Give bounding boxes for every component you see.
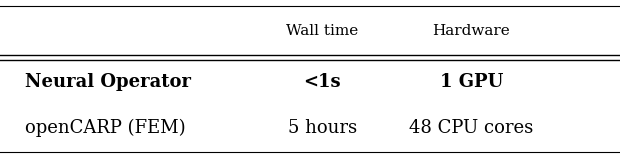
Text: openCARP (FEM): openCARP (FEM) xyxy=(25,119,185,137)
Text: 5 hours: 5 hours xyxy=(288,119,357,137)
Text: Hardware: Hardware xyxy=(432,24,510,38)
Text: 1 GPU: 1 GPU xyxy=(440,73,503,91)
Text: Neural Operator: Neural Operator xyxy=(25,73,191,91)
Text: 48 CPU cores: 48 CPU cores xyxy=(409,119,533,137)
Text: Wall time: Wall time xyxy=(286,24,358,38)
Text: <1s: <1s xyxy=(304,73,341,91)
